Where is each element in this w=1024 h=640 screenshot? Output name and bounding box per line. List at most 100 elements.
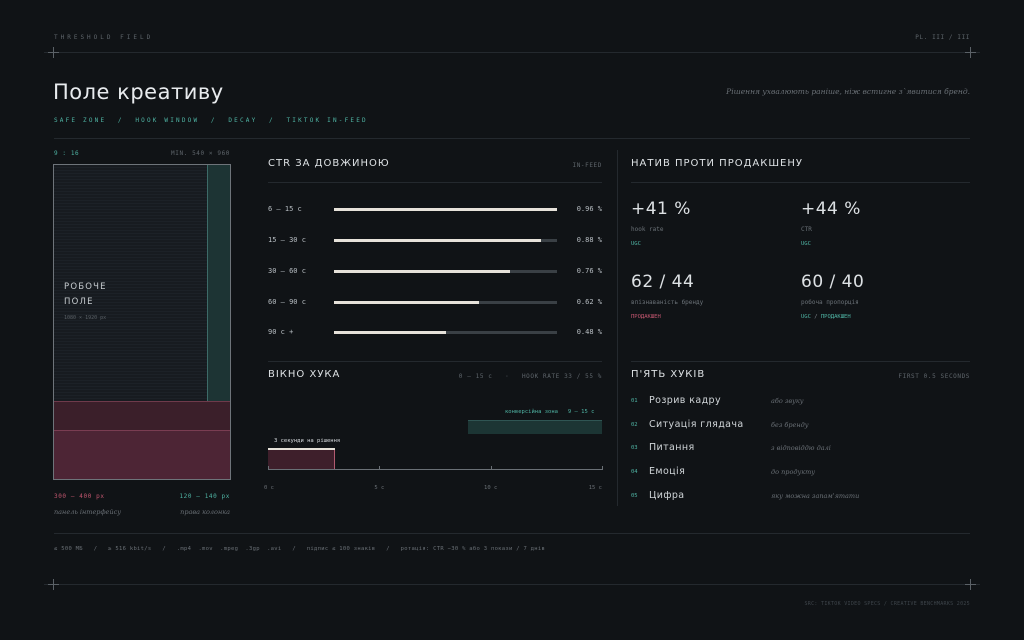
page-tagline: Рішення ухвалюють раніше, ніж встигне з`… <box>726 87 970 96</box>
ctr-bar-track <box>334 270 557 273</box>
hook-note: або звуку <box>771 397 804 405</box>
work-area-label-1: РОБОЧЕ <box>64 282 107 292</box>
crosshair-mark <box>965 579 976 590</box>
hook-number: 02 <box>631 422 638 428</box>
ctr-bar-track <box>334 239 557 242</box>
frame-line-bottom <box>44 584 980 585</box>
timeline-tick <box>268 466 269 470</box>
ctr-row: 15 – 30 с 0.88 % <box>268 234 602 246</box>
hook-name: Цифра <box>649 490 685 501</box>
stat-value: +44 % <box>801 199 861 219</box>
ctr-bar <box>334 270 511 273</box>
crosshair-mark <box>965 47 976 58</box>
right-column-zone <box>207 165 230 401</box>
hook-window-meta: 0 – 15 с · HOOK RATE 33 / 55 % <box>458 373 602 380</box>
right-zone-label: права колонка <box>180 508 230 516</box>
stat-tag: UGC <box>631 241 641 247</box>
stat-label: CTR <box>801 226 812 233</box>
hook-number: 03 <box>631 445 638 451</box>
footer-source: SRC: TIKTOK VIDEO SPECS / CREATIVE BENCH… <box>804 601 970 607</box>
hook-note: з відповіддю далі <box>771 444 831 452</box>
timeline-axis <box>268 469 602 470</box>
hook-note: до продукту <box>771 468 816 476</box>
footer-specs: ≤ 500 МБ / ≥ 516 kbit/s / .mp4 .mov .mpe… <box>54 546 546 552</box>
ctr-row-label: 60 – 90 с <box>268 298 306 306</box>
ctr-bar-track <box>334 331 557 334</box>
stat-value: 60 / 40 <box>801 272 865 292</box>
footer-divider <box>54 533 970 534</box>
bottom-interface-inner <box>54 430 230 479</box>
page-title: Поле креативу <box>53 80 224 104</box>
frame-line-top <box>44 52 980 53</box>
ctr-bar-track <box>334 208 557 211</box>
stat-tag: UGC <box>801 241 811 247</box>
ctr-row: 90 с + 0.48 % <box>268 326 602 338</box>
stat-value: 62 / 44 <box>631 272 695 292</box>
bottom-zone-px: 300 – 400 px <box>54 493 105 500</box>
hook-number: 04 <box>631 469 638 475</box>
ctr-bar <box>334 301 479 304</box>
ctr-row-value: 0.48 % <box>576 328 602 336</box>
stat-tag-separator: / <box>814 314 818 320</box>
timeline-tick <box>602 466 603 470</box>
work-area-size: 1080 × 1920 px <box>64 315 107 321</box>
ctr-bar <box>334 331 446 334</box>
stat-tag: ПРОДАКШЕН <box>820 314 851 320</box>
hook-number: 01 <box>631 398 638 404</box>
decision-zone-edge <box>334 450 335 469</box>
timeline-tick <box>379 466 381 470</box>
ctr-bar-track <box>334 301 557 304</box>
phone-ratio: 9 : 16 <box>54 150 80 157</box>
ctr-row-label: 6 – 15 с <box>268 205 302 213</box>
work-area-label-2: ПОЛЕ <box>64 297 94 307</box>
timeline-tick-label: 10 с <box>484 485 498 491</box>
bottom-zone-label: панель інтерфейсу <box>54 508 121 516</box>
hook-name: Питання <box>649 442 695 453</box>
ctr-bar <box>334 208 557 211</box>
decision-zone-bar <box>268 448 335 469</box>
stat-label: hook rate <box>631 226 664 233</box>
stat-tag: ПРОДАКШЕН <box>631 314 661 320</box>
subnav-breadcrumb: SAFE ZONE / HOOK WINDOW / DECAY / TIKTOK… <box>54 117 368 124</box>
native-title: НАТИВ ПРОТИ ПРОДАКШЕНУ <box>631 158 803 169</box>
conversion-zone-label: конверсійна зона 9 – 15 с <box>505 409 595 415</box>
conversion-zone-bar <box>468 420 602 434</box>
plate-number: PL. III / III <box>915 34 970 41</box>
ctr-row-label: 15 – 30 с <box>268 236 306 244</box>
stat-label: робоча пропорція <box>801 299 859 306</box>
right-zone-px: 120 – 140 px <box>179 493 230 500</box>
ctr-row: 6 – 15 с 0.96 % <box>268 203 602 215</box>
stat-value: +41 % <box>631 199 691 219</box>
hook-note: без бренду <box>771 421 809 429</box>
ctr-tag: IN-FEED <box>572 162 602 169</box>
ctr-row: 30 – 60 с 0.76 % <box>268 265 602 277</box>
hook-name: Ситуація глядача <box>649 419 744 430</box>
timeline-tick-label: 0 с <box>264 485 274 491</box>
ctr-row-label: 90 с + <box>268 328 294 336</box>
stat-tag: UGC <box>801 314 811 320</box>
ctr-row-value: 0.62 % <box>576 298 602 306</box>
timeline-tick <box>490 466 492 470</box>
native-divider <box>631 182 970 183</box>
ctr-divider <box>268 182 602 183</box>
phone-safe-zone: РОБОЧЕ ПОЛЕ 1080 × 1920 px <box>53 164 231 480</box>
ctr-row-label: 30 – 60 с <box>268 267 306 275</box>
bottom-interface-zone <box>54 401 230 479</box>
native-bottom-divider <box>631 361 970 362</box>
ctr-row-value: 0.76 % <box>576 267 602 275</box>
hook-name: Емоція <box>649 466 686 477</box>
crosshair-mark <box>48 47 59 58</box>
phone-min-size: MIN. 540 × 960 <box>171 150 230 157</box>
hook-window-title: ВІКНО ХУКА <box>268 369 341 380</box>
ctr-title: CTR ЗА ДОВЖИНОЮ <box>268 158 390 169</box>
column-divider <box>617 150 618 506</box>
hook-note: яку можна запам'ятати <box>771 492 860 500</box>
timeline-tick-label: 15 с <box>588 485 602 491</box>
stat-label: впізнаваність бренду <box>631 299 704 306</box>
eyebrow-label: THRESHOLD FIELD <box>54 34 154 41</box>
crosshair-mark <box>48 579 59 590</box>
hook-name: Розрив кадру <box>649 395 721 406</box>
stat-tag-pair: UGC / ПРОДАКШЕН <box>801 314 851 320</box>
timeline-tick-label: 5 с <box>374 485 385 491</box>
hooks-tag: FIRST 0.5 SECONDS <box>898 373 970 380</box>
